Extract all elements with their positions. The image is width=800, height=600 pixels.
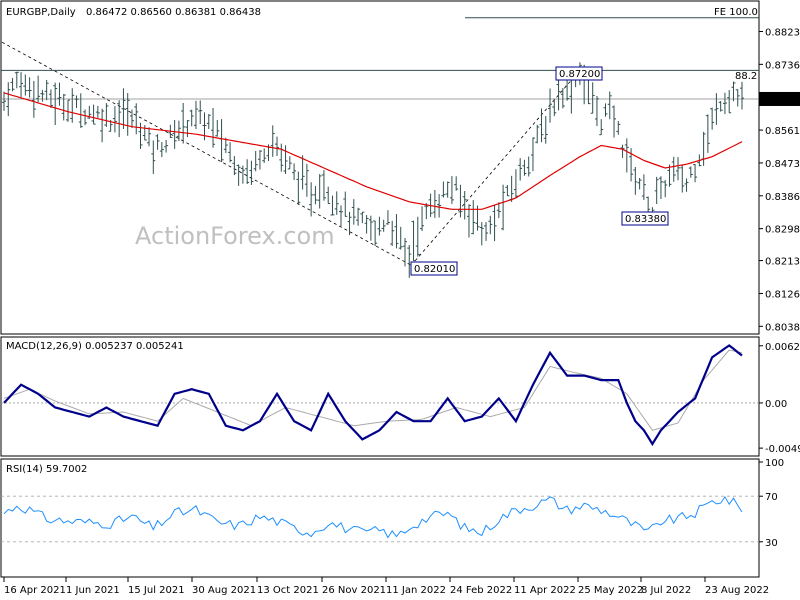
current-price-label: 0.86438 <box>763 95 800 106</box>
fib-label: 88.2 <box>735 71 757 82</box>
time-tick-label: 23 Aug 2022 <box>705 585 769 596</box>
macd-tick-label: 0.006266 <box>765 342 800 353</box>
ohlc-readout: 0.86472 0.86560 0.86381 0.86438 <box>86 7 261 18</box>
low-annotation-box <box>410 261 458 276</box>
rsi-tick-label: 70 <box>765 492 778 503</box>
up-trendline <box>410 70 581 266</box>
macd-tick-label: -0.004956 <box>765 444 800 455</box>
time-tick-label: 11 Apr 2022 <box>514 585 576 596</box>
time-axis: 16 Apr 2021 1 Jun 2021 15 Jul 2021 30 Aug 2… <box>1 576 769 596</box>
high-annotation-box <box>555 66 603 81</box>
rsi-panel: RSI(14) 59.7002 100 70 30 <box>0 458 784 578</box>
price-tick-label: 0.82985 <box>765 225 800 236</box>
current-price-box <box>759 91 800 106</box>
time-tick-label: 30 Aug 2021 <box>192 585 256 596</box>
watermark: ActionForex.com <box>135 222 335 250</box>
macd-line <box>3 344 743 447</box>
macd-title: MACD(12,26,9) 0.005237 0.005241 <box>6 341 184 352</box>
price-series-layer: FE 100.0 0.87200 0.82010 0.83380 88.2 <box>1 7 759 278</box>
low-annotation: 0.82010 <box>414 264 455 275</box>
rsi-tick-label: 100 <box>765 458 784 469</box>
rsi-tick-label: 30 <box>765 538 778 549</box>
macd-tick-label: 0.00 <box>765 399 787 410</box>
price-tick-label: 0.80385 <box>765 322 800 333</box>
time-tick-label: 24 Feb 2022 <box>450 585 512 596</box>
time-tick-label: 25 May 2022 <box>578 585 643 596</box>
moving-average-line <box>3 92 743 210</box>
high-annotation: 0.87200 <box>559 69 600 80</box>
time-tick-label: 13 Oct 2021 <box>257 585 319 596</box>
macd-panel: MACD(12,26,9) 0.005237 0.005241 0.006266… <box>0 336 800 457</box>
chart-title: EURGBP,Daily <box>6 7 76 18</box>
swing-low-annotation: 0.83380 <box>625 214 666 225</box>
time-tick-label: 8 Jul 2022 <box>641 585 691 596</box>
rsi-title: RSI(14) 59.7002 <box>6 464 87 475</box>
swing-low-annotation-box <box>621 211 669 226</box>
time-tick-label: 11 Jan 2022 <box>386 585 446 596</box>
time-tick-label: 16 Apr 2021 <box>4 585 66 596</box>
time-tick-label: 26 Nov 2021 <box>322 585 386 596</box>
rsi-series-layer <box>1 495 759 543</box>
fe-label: FE 100.0 <box>714 7 758 18</box>
rsi-axis: 100 70 30 <box>759 458 784 549</box>
time-tick-label: 1 Jun 2021 <box>66 585 120 596</box>
rsi-line <box>3 495 743 539</box>
time-tick-label: 15 Jul 2021 <box>128 585 185 596</box>
macd-axis: 0.006266 0.00 -0.004956 <box>759 342 800 455</box>
price-panel: EURGBP,Daily 0.86472 0.86560 0.86381 0.8… <box>0 0 800 335</box>
macd-series-layer <box>1 344 759 447</box>
macd-signal-line <box>3 349 743 431</box>
price-tick-label: 0.84735 <box>765 159 800 170</box>
price-tick-label: 0.88235 <box>765 27 800 38</box>
price-tick-label: 0.82135 <box>765 257 800 268</box>
